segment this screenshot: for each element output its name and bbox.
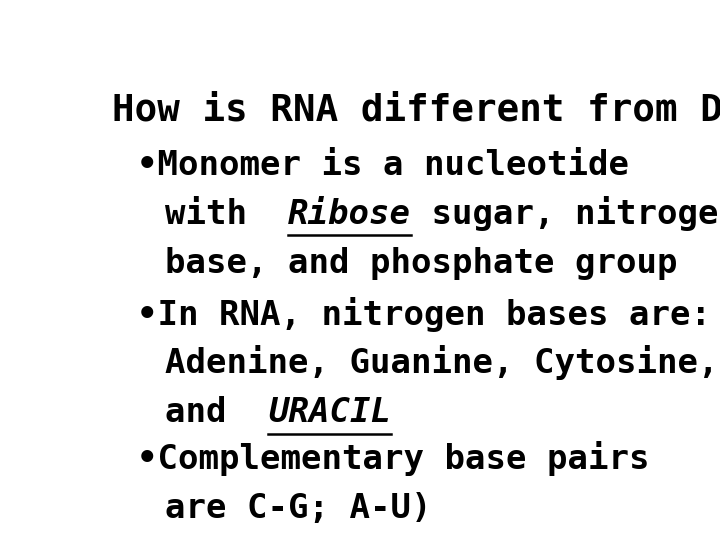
- Text: sugar, nitrogen: sugar, nitrogen: [411, 195, 720, 231]
- Text: with: with: [166, 198, 288, 231]
- Text: are C-G; A-U): are C-G; A-U): [166, 492, 432, 525]
- Text: How is RNA different from DNA?: How is RNA different from DNA?: [112, 93, 720, 129]
- Text: base, and phosphate group: base, and phosphate group: [166, 247, 678, 280]
- Text: •Complementary base pairs: •Complementary base pairs: [138, 441, 650, 476]
- Text: Ribose: Ribose: [288, 198, 411, 231]
- Text: •In RNA, nitrogen bases are:: •In RNA, nitrogen bases are:: [138, 296, 711, 332]
- Text: •Monomer is a nucleotide: •Monomer is a nucleotide: [138, 149, 629, 182]
- Text: URACIL: URACIL: [268, 396, 391, 429]
- Text: and: and: [166, 396, 268, 429]
- Text: Adenine, Guanine, Cytosine,: Adenine, Guanine, Cytosine,: [166, 345, 719, 380]
